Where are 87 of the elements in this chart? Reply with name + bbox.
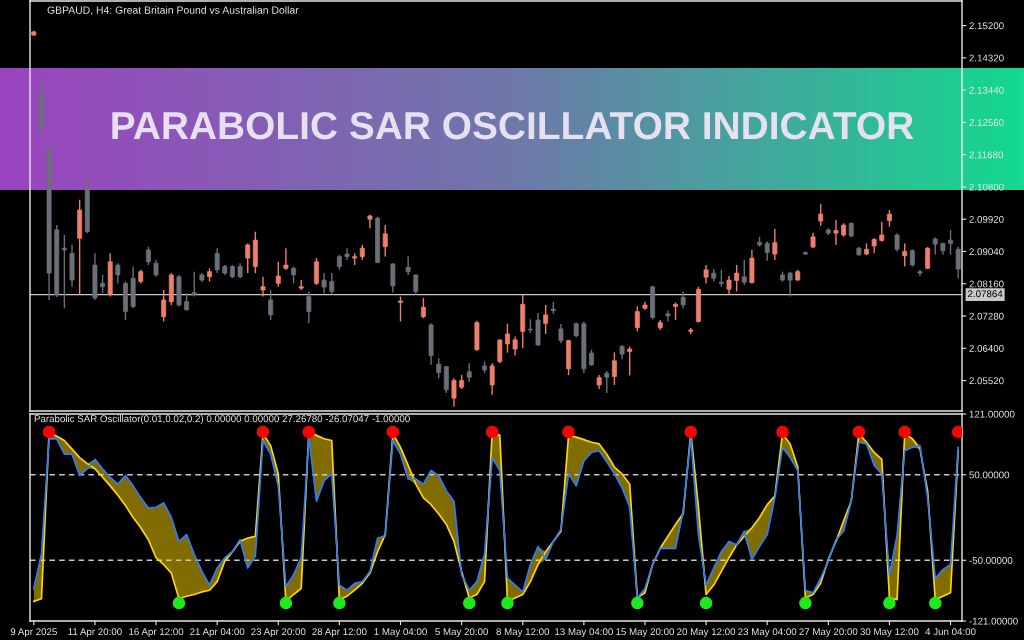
candlestick [283, 247, 289, 271]
y-tick-label: -50.00000 [969, 557, 1013, 564]
candlestick [948, 229, 953, 256]
candlestick [413, 273, 419, 296]
candlestick [787, 270, 793, 298]
candlestick [627, 345, 633, 377]
candlestick [398, 295, 403, 323]
x-tick-label: 13 May 04:00 [555, 628, 613, 638]
candlestick [741, 259, 747, 286]
candlestick [833, 219, 839, 246]
candlestick [818, 203, 824, 227]
candlestick [772, 228, 778, 261]
x-tick-label: 28 Apr 12:00 [312, 628, 367, 638]
candlestick [382, 224, 388, 258]
candlestick [902, 242, 908, 268]
candlestick [260, 276, 266, 298]
y-tick-label: 2.07280 [969, 312, 1004, 320]
candlestick [894, 232, 900, 253]
chart-subtitle: GBPAUD, H4: Great Britain Pound vs Australian Dollar [47, 6, 299, 16]
candlestick [329, 272, 335, 296]
candlestick [100, 274, 106, 294]
candlestick [61, 234, 67, 310]
candlestick [451, 377, 457, 408]
candlestick [505, 323, 510, 354]
candlestick [512, 335, 518, 357]
candlestick [161, 289, 167, 323]
chart-title: Parabolic SAR Oscillator(0.01,0.02,0.2) 0.00000 0.00000 27.26780 -26.07047 -1.00000 [34, 415, 410, 425]
y-tick-label: 2.13440 [969, 86, 1004, 94]
y-tick-label: 2.06400 [969, 345, 1004, 352]
candlestick [443, 365, 449, 394]
candlestick [321, 272, 327, 294]
candlestick [405, 255, 411, 276]
y-tick-label: 2.09040 [969, 248, 1004, 256]
y-tick-label: 2.14320 [969, 54, 1004, 62]
x-tick-label: 5 May 20:00 [435, 628, 488, 638]
x-tick-label: 8 May 12:00 [496, 628, 550, 638]
candlestick [665, 309, 671, 323]
x-tick-label: 21 Apr 04:00 [190, 628, 245, 638]
x-tick-label: 15 May 20:00 [616, 628, 675, 638]
candlestick [191, 270, 197, 298]
y-tick-label: 2.10800 [969, 183, 1004, 191]
candlestick [275, 261, 281, 288]
candlestick [558, 323, 564, 344]
candlestick [314, 257, 319, 286]
x-tick-label: 30 May 12:00 [860, 628, 919, 638]
x-tick-label: 1 May 04:00 [374, 628, 427, 638]
candlestick [497, 338, 503, 365]
candlestick [268, 289, 274, 321]
candlestick [466, 362, 472, 383]
ref-line-label: 2.07864 [968, 290, 1003, 298]
candlestick [306, 290, 312, 325]
y-tick-label: 2.08160 [969, 280, 1004, 288]
candlestick [604, 370, 610, 394]
candlestick [764, 240, 770, 262]
y-tick-label: 2.09920 [969, 215, 1004, 223]
candlestick [115, 262, 121, 285]
candlestick [634, 305, 640, 333]
candlestick [726, 275, 732, 296]
candlestick [436, 357, 442, 380]
x-tick-label: 4 Jun 04:00 [925, 628, 976, 636]
x-tick-label: 20 May 12:00 [677, 628, 736, 638]
candlestick [489, 362, 495, 396]
x-tick-label: 11 Apr 20:00 [68, 628, 122, 638]
y-tick-label: 2.12560 [969, 119, 1004, 126]
candlestick [703, 264, 709, 285]
candlestick [145, 246, 151, 266]
y-tick-label: 2.05520 [969, 377, 1004, 385]
y-tick-label: 121.00000 [969, 410, 1015, 418]
x-tick-label: 23 Apr 20:00 [251, 628, 306, 638]
candlestick [390, 262, 396, 294]
text: PARABOLIC SAR OSCILLATOR INDICATOR [112, 111, 914, 140]
y-tick-label: 50.00000 [969, 471, 1010, 479]
x-tick-label: 23 May 04:00 [738, 628, 797, 638]
x-tick-label: 16 Apr 12:00 [129, 628, 184, 638]
x-tick-label: 27 May 20:00 [799, 628, 858, 638]
y-tick-label: 2.11680 [969, 151, 1003, 159]
candlestick [879, 221, 885, 243]
y-tick-label: -121.00000 [969, 617, 1018, 625]
x-tick-label: 9 Apr 2025 [10, 628, 57, 638]
candlestick [245, 242, 251, 274]
candlestick [420, 297, 426, 319]
candlestick [543, 304, 549, 335]
y-tick-label: 2.15200 [969, 22, 1004, 30]
candlestick [214, 247, 220, 274]
candlestick [344, 247, 350, 261]
candlestick [611, 351, 617, 386]
candlestick [734, 264, 740, 293]
